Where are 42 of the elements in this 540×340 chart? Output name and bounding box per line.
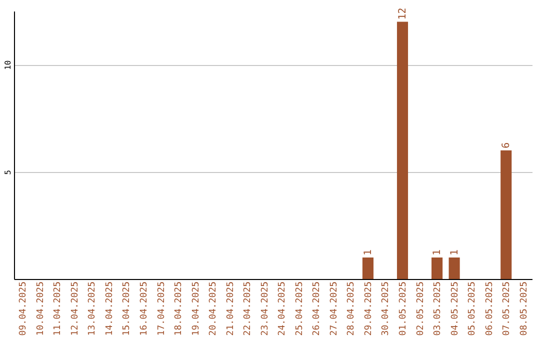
x-tick-label: 08.05.2025 — [519, 282, 530, 336]
x-tick-label: 09.04.2025 — [18, 282, 29, 336]
x-tick-label: 30.04.2025 — [381, 282, 392, 336]
x-tick-label: 26.04.2025 — [312, 282, 322, 336]
data-label: 12 — [398, 8, 408, 20]
bar — [432, 258, 443, 279]
x-tick-label: 29.04.2025 — [364, 282, 374, 336]
y-tick-label: 10 — [4, 60, 12, 70]
x-tick-label: 24.04.2025 — [278, 282, 288, 336]
x-tick-label: 04.05.2025 — [450, 282, 460, 336]
bar — [396, 22, 408, 279]
x-tick-label: 07.05.2025 — [502, 282, 512, 336]
x-tick-label: 20.04.2025 — [208, 282, 219, 336]
x-tick-label: 21.04.2025 — [226, 282, 236, 336]
x-tick-label: 03.05.2025 — [433, 282, 444, 336]
bar — [500, 150, 512, 279]
x-tick-label: 11.04.2025 — [53, 282, 64, 336]
x-tick-label: 22.04.2025 — [243, 282, 254, 336]
x-tick-label: 16.04.2025 — [140, 282, 150, 336]
x-tick-label: 10.04.2025 — [36, 282, 46, 336]
x-tick-label: 01.05.2025 — [398, 282, 408, 336]
x-tick-label: 12.04.2025 — [70, 282, 80, 336]
bar — [448, 258, 460, 279]
x-tick-label: 15.04.2025 — [122, 282, 132, 336]
data-label: 1 — [449, 250, 460, 256]
x-tick-label: 19.04.2025 — [191, 282, 202, 336]
x-tick-label: 25.04.2025 — [294, 282, 305, 336]
x-tick-label: 18.04.2025 — [174, 282, 184, 336]
x-tick-label: 17.04.2025 — [156, 282, 167, 336]
x-tick-label: 28.04.2025 — [346, 282, 357, 336]
x-tick-label: 06.05.2025 — [484, 282, 495, 336]
data-label: 6 — [501, 142, 512, 148]
data-label: 1 — [362, 250, 374, 256]
x-tick-label: 14.04.2025 — [104, 282, 115, 336]
x-tick-label: 27.04.2025 — [329, 282, 340, 336]
x-tick-label: 13.04.2025 — [88, 282, 98, 336]
x-tick-label: 05.05.2025 — [468, 282, 478, 336]
x-tick-label: 02.05.2025 — [416, 282, 426, 336]
y-tick-label: 5 — [4, 170, 12, 175]
data-label: 1 — [432, 250, 444, 256]
bar — [362, 258, 374, 279]
x-tick-label: 23.04.2025 — [260, 282, 270, 336]
